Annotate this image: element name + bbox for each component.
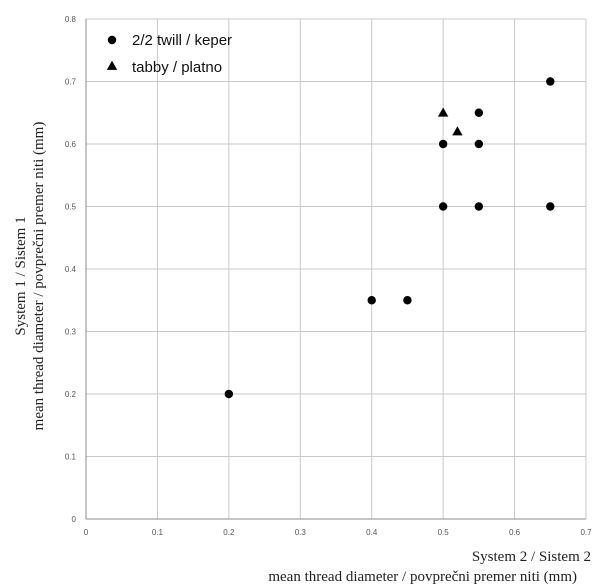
y-tick-label: 0.2 bbox=[65, 390, 77, 399]
legend-triangle-marker bbox=[106, 60, 118, 70]
data-point-circle bbox=[474, 139, 484, 149]
data-point-circle bbox=[474, 108, 484, 117]
y-tick-label: 0.7 bbox=[65, 78, 77, 87]
legend: 2/2 twill / keper tabby / platno bbox=[106, 32, 232, 76]
x-tick-label: 0.4 bbox=[366, 528, 378, 537]
x-tick-label: 0.2 bbox=[223, 528, 235, 537]
x-tick-label: 0.7 bbox=[580, 528, 592, 537]
data-point-triangle bbox=[452, 126, 463, 136]
grid-lines bbox=[86, 18, 587, 519]
data-point-circle bbox=[546, 202, 555, 211]
y-tick-label: 0.4 bbox=[65, 265, 77, 274]
data-point-triangle bbox=[437, 107, 449, 117]
x-tick-label: 0 bbox=[84, 528, 89, 537]
tick-labels: 0 0.1 0.2 0.3 0.4 0.5 0.6 0.7 0 0.1 0.2 0.3 0.4 0.5 0.… bbox=[65, 15, 592, 537]
data-point-circle bbox=[474, 202, 484, 211]
axes bbox=[85, 19, 586, 520]
legend-circle-marker bbox=[107, 35, 117, 45]
legend-marker-triangle bbox=[106, 60, 118, 70]
x-tick-label: 0.5 bbox=[438, 528, 450, 537]
y-axis-title-line2: mean thread diameter / povprečni premer … bbox=[31, 122, 47, 431]
x-tick-label: 0.3 bbox=[295, 528, 307, 537]
y-tick-label: 0.6 bbox=[65, 140, 77, 149]
y-tick-label: 0.8 bbox=[65, 15, 77, 24]
legend-marker-circle bbox=[107, 35, 117, 45]
data-point-circle bbox=[367, 296, 376, 305]
data-point-circle bbox=[438, 202, 448, 211]
data-point-circle bbox=[224, 389, 234, 399]
data-points bbox=[224, 77, 555, 399]
y-tick-label: 0.1 bbox=[65, 453, 77, 462]
x-axis-title-line1: System 2 / Sistem 2 bbox=[472, 549, 591, 565]
data-point-circle bbox=[403, 296, 412, 305]
y-tick-label: 0.5 bbox=[65, 203, 77, 212]
data-point-circle bbox=[438, 139, 448, 149]
y-tick-label: 0 bbox=[72, 515, 77, 524]
x-axis-title-line2: mean thread diameter / povprečni premer … bbox=[268, 569, 577, 585]
legend-label-twill: 2/2 twill / keper bbox=[132, 32, 232, 49]
y-axis-title-line1: System 1 / Sistem 1 bbox=[13, 216, 29, 335]
y-tick-label: 0.3 bbox=[65, 328, 77, 337]
x-tick-label: 0.6 bbox=[509, 528, 521, 537]
y-axis-title: System 1 / Sistem 1 mean thread diameter… bbox=[13, 122, 47, 431]
legend-label-tabby: tabby / platno bbox=[132, 59, 222, 76]
data-point-circle bbox=[546, 77, 555, 86]
x-tick-label: 0.1 bbox=[152, 528, 164, 537]
